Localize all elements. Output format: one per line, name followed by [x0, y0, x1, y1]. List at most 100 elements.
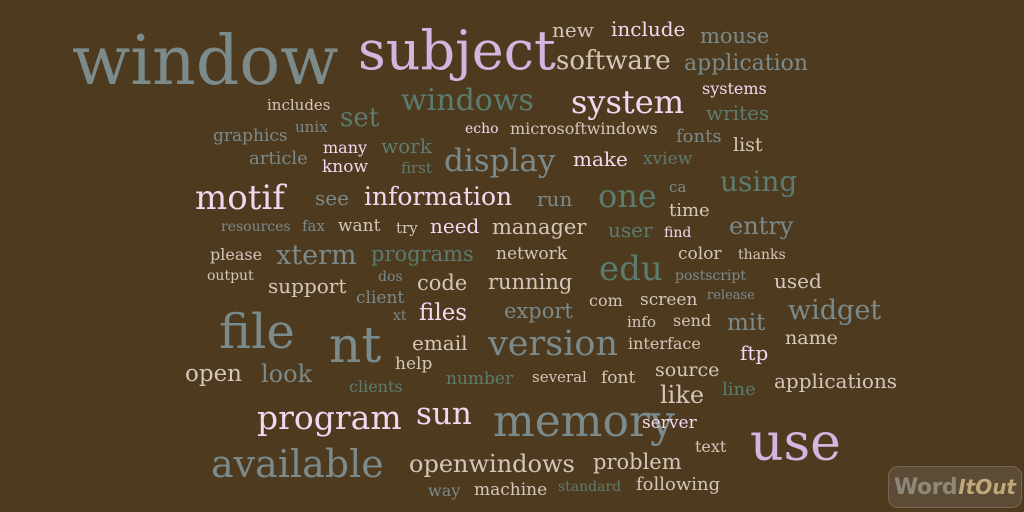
cloud-word-widget: widget — [788, 295, 882, 326]
cloud-word-make: make — [573, 147, 628, 171]
cloud-word-programs: programs — [371, 242, 474, 266]
cloud-word-version: version — [488, 324, 618, 364]
cloud-word-server: server — [642, 413, 697, 433]
cloud-word-subject: subject — [358, 19, 556, 82]
cloud-word-problem: problem — [593, 450, 682, 474]
cloud-word-release: release — [707, 288, 755, 303]
cloud-word-support: support — [268, 274, 347, 298]
cloud-word-manager: manager — [492, 215, 587, 239]
cloud-word-used: used — [774, 269, 822, 293]
wordle-logo: Word ItOut — [888, 466, 1022, 508]
cloud-word-number: number — [446, 369, 514, 389]
cloud-word-way: way — [428, 481, 461, 500]
cloud-word-please: please — [210, 245, 263, 264]
cloud-word-window: window — [72, 22, 339, 101]
cloud-word-unix: unix — [295, 118, 328, 136]
cloud-word-postscript: postscript — [675, 268, 746, 284]
cloud-word-systems: systems — [702, 79, 767, 98]
cloud-word-ca: ca — [669, 178, 687, 196]
cloud-word-dos: dos — [378, 269, 403, 285]
cloud-word-sun: sun — [416, 396, 472, 432]
cloud-word-using: using — [720, 165, 798, 198]
cloud-word-include: include — [611, 17, 686, 41]
cloud-word-find: find — [664, 225, 692, 241]
cloud-word-want: want — [338, 216, 381, 236]
cloud-word-application: application — [684, 51, 809, 76]
cloud-word-list: list — [733, 134, 763, 156]
cloud-word-display: display — [444, 143, 556, 179]
cloud-word-help: help — [395, 354, 433, 374]
cloud-word-info: info — [627, 313, 657, 331]
cloud-word-first: first — [401, 159, 432, 177]
cloud-word-echo: echo — [465, 121, 499, 137]
cloud-word-name: name — [785, 327, 838, 349]
cloud-word-user: user — [608, 218, 653, 242]
cloud-word-source: source — [655, 359, 720, 381]
cloud-word-know: know — [322, 157, 369, 177]
cloud-word-thanks: thanks — [738, 247, 786, 263]
cloud-word-machine: machine — [474, 480, 548, 500]
cloud-word-fax: fax — [302, 217, 325, 235]
cloud-word-many: many — [323, 138, 368, 157]
cloud-word-screen: screen — [640, 290, 698, 310]
cloud-word-color: color — [678, 244, 722, 264]
cloud-word-graphics: graphics — [213, 126, 288, 146]
cloud-word-windows: windows — [401, 83, 534, 118]
cloud-word-available: available — [211, 442, 384, 486]
cloud-word-following: following — [636, 474, 721, 495]
logo-word-text: Word — [893, 474, 958, 500]
cloud-word-output: output — [207, 268, 254, 284]
cloud-word-export: export — [504, 299, 573, 323]
cloud-word-text: text — [695, 437, 727, 456]
cloud-word-ftp: ftp — [740, 341, 769, 365]
cloud-word-microsoftwindows: microsoftwindows — [510, 119, 658, 138]
cloud-word-email: email — [412, 331, 468, 355]
cloud-word-network: network — [496, 244, 568, 264]
cloud-word-time: time — [669, 200, 710, 221]
cloud-word-files: files — [419, 300, 468, 326]
cloud-word-line: line — [722, 379, 756, 400]
cloud-word-try: try — [396, 219, 418, 237]
cloud-word-use: use — [750, 413, 841, 473]
cloud-word-resources: resources — [221, 219, 291, 235]
cloud-word-standard: standard — [558, 479, 622, 495]
cloud-word-several: several — [532, 368, 587, 386]
cloud-word-applications: applications — [774, 369, 898, 393]
logo-itout-text: ItOut — [958, 475, 1016, 499]
cloud-word-new: new — [552, 18, 594, 42]
cloud-word-running: running — [488, 270, 573, 294]
cloud-word-nt: nt — [329, 316, 382, 374]
cloud-word-code: code — [417, 271, 468, 295]
cloud-word-motif: motif — [195, 178, 285, 218]
cloud-word-system: system — [571, 83, 685, 121]
cloud-word-fonts: fonts — [676, 126, 722, 147]
cloud-word-like: like — [660, 381, 705, 409]
cloud-word-entry: entry — [729, 212, 794, 240]
cloud-word-openwindows: openwindows — [409, 450, 575, 478]
cloud-word-one: one — [598, 177, 657, 215]
cloud-word-client: client — [356, 288, 405, 308]
cloud-word-xview: xview — [643, 149, 693, 169]
cloud-word-edu: edu — [599, 249, 663, 289]
cloud-word-com: com — [589, 291, 623, 310]
cloud-word-look: look — [261, 360, 313, 388]
cloud-word-article: article — [249, 148, 308, 169]
cloud-word-set: set — [340, 103, 380, 133]
cloud-word-need: need — [430, 214, 480, 238]
cloud-word-includes: includes — [267, 96, 331, 114]
cloud-word-file: file — [219, 304, 295, 360]
cloud-word-work: work — [381, 134, 432, 158]
cloud-word-xterm: xterm — [276, 240, 357, 271]
cloud-word-run: run — [537, 187, 573, 211]
cloud-word-writes: writes — [706, 101, 770, 125]
cloud-word-software: software — [556, 46, 671, 76]
cloud-word-program: program — [257, 398, 402, 437]
cloud-word-open: open — [185, 361, 242, 387]
cloud-word-interface: interface — [628, 334, 701, 353]
cloud-word-information: information — [364, 182, 513, 211]
cloud-word-mit: mit — [727, 310, 766, 336]
cloud-word-see: see — [315, 186, 349, 210]
cloud-word-xt: xt — [393, 308, 407, 324]
cloud-word-clients: clients — [349, 377, 403, 396]
